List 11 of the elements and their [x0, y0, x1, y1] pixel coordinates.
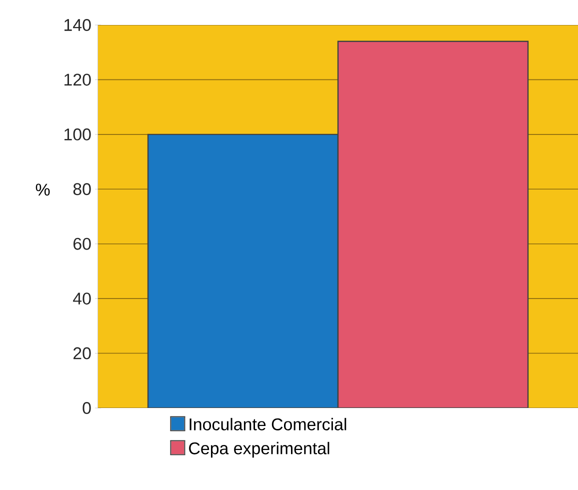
- legend-label: Cepa experimental: [189, 442, 330, 458]
- legend-label: Inoculante Comercial: [190, 418, 346, 430]
- y-tick-label: 120: [64, 74, 91, 86]
- y-tick-label: 20: [74, 347, 91, 360]
- y-axis-title: %: [36, 184, 50, 196]
- y-tick-label: 80: [73, 183, 91, 196]
- y-tick-label: 40: [73, 292, 91, 305]
- y-tick-label: 0: [82, 402, 91, 414]
- y-tick-label: 60: [74, 238, 91, 250]
- y-tick-label: 140: [64, 18, 91, 31]
- y-tick-label: 100: [64, 128, 91, 140]
